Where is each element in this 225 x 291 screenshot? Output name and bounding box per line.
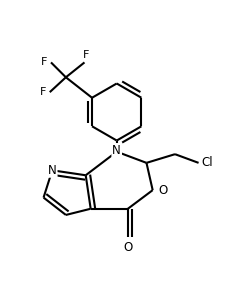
Text: F: F [39,87,46,97]
Text: F: F [82,50,88,60]
Text: O: O [123,241,132,254]
Text: N: N [112,144,121,157]
Text: F: F [41,57,47,68]
Text: O: O [158,184,167,197]
Text: N: N [48,164,56,177]
Text: Cl: Cl [200,156,212,169]
